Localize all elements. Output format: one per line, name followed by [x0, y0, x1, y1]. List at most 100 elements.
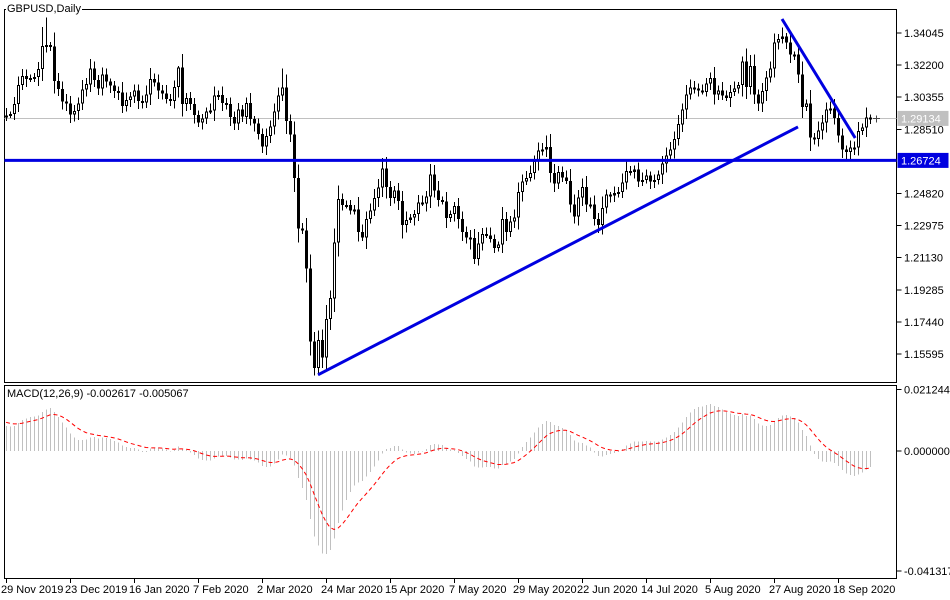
date-axis-label: 7 May 2020	[449, 584, 506, 596]
price-axis-label: 1.21130	[904, 253, 943, 265]
candle-body	[837, 118, 840, 136]
macd-indicator-label: MACD(12,26,9) -0.002617 -0.005067	[6, 388, 190, 401]
date-axis-label: 29 Nov 2019	[1, 584, 63, 596]
candle-body	[9, 114, 12, 117]
candle-body-fill	[606, 195, 607, 207]
candle-body	[437, 190, 440, 200]
macd-axis-label: -0.041317	[904, 566, 950, 578]
candle-body-fill	[238, 110, 239, 123]
candle-body	[589, 204, 592, 207]
candle-body	[445, 201, 448, 219]
candle-body-fill	[742, 62, 743, 85]
candle-body-fill	[270, 127, 271, 135]
candle-body-fill	[130, 97, 131, 99]
candle-body-fill	[762, 92, 763, 103]
price-axis-label: 1.17440	[904, 317, 944, 329]
macd-pane[interactable]	[4, 385, 897, 579]
candle-body	[357, 209, 360, 233]
candle-body-fill	[186, 99, 187, 103]
candle-body-fill	[682, 110, 683, 124]
candle-body	[69, 103, 72, 115]
candle-body-fill	[862, 128, 863, 131]
candle-body	[493, 239, 496, 248]
candle-body	[169, 98, 172, 101]
candle-body-fill	[602, 208, 603, 225]
candle-body	[597, 219, 600, 226]
candle-body	[349, 205, 352, 211]
macd-axis-label: 0.021244	[904, 384, 950, 396]
falling-trendline[interactable]	[780, 18, 857, 139]
candle-body-fill	[710, 79, 711, 83]
candle-body	[33, 76, 36, 79]
candle-body	[197, 115, 200, 123]
candle-body	[389, 186, 392, 199]
candle-body-fill	[14, 105, 15, 114]
candle-body	[489, 235, 492, 240]
candle-body	[297, 178, 300, 229]
candle-body-fill	[866, 118, 867, 127]
candle-body	[833, 108, 836, 119]
candle-body	[385, 168, 388, 187]
candle-body-fill	[578, 198, 579, 216]
candle-body	[473, 238, 476, 260]
candle-body-fill	[526, 179, 527, 181]
candle-body	[285, 87, 288, 121]
date-axis-label: 5 Aug 2020	[705, 584, 761, 596]
candle-body	[469, 237, 472, 240]
candle-body	[565, 177, 568, 181]
candle-body-fill	[266, 137, 267, 146]
candle-body-fill	[522, 182, 523, 192]
candle-body	[593, 204, 596, 220]
candle-body-fill	[686, 95, 687, 109]
candle-body	[253, 119, 256, 124]
candle-body	[153, 79, 156, 83]
candle-body-fill	[534, 161, 535, 172]
candle-body	[261, 134, 264, 147]
price-axis-label: 1.28510	[904, 124, 944, 136]
candle-body-fill	[426, 197, 427, 203]
candle-body	[353, 209, 356, 212]
candle-body	[629, 171, 632, 174]
candle-body	[793, 54, 796, 57]
candle-body	[193, 103, 196, 116]
candle-body-fill	[502, 220, 503, 244]
candle-body-fill	[766, 78, 767, 91]
candle-body	[25, 75, 28, 79]
macd-signal-line	[5, 410, 871, 531]
date-axis-label: 16 Jan 2020	[129, 584, 190, 596]
candle-body-fill	[282, 88, 283, 95]
candle-body	[189, 98, 192, 104]
candle-body	[157, 82, 160, 91]
candle-body	[113, 85, 116, 92]
candle-body	[257, 123, 260, 135]
candle-body	[721, 90, 724, 96]
price-axis-label: 1.32200	[904, 60, 944, 72]
candle-body	[345, 205, 348, 208]
candle-body	[225, 102, 228, 105]
price-pane[interactable]	[4, 9, 897, 383]
candle-body-fill	[646, 176, 647, 179]
date-axis-label: 7 Feb 2020	[193, 584, 249, 596]
candle-body	[137, 90, 140, 102]
candle-body	[93, 68, 96, 80]
candle-body-fill	[530, 174, 531, 178]
candle-body-fill	[826, 110, 827, 122]
rising-trendline[interactable]	[317, 125, 799, 377]
candle-body	[573, 204, 576, 217]
candle-body-fill	[338, 200, 339, 242]
date-axis-label: 29 May 2020	[513, 584, 577, 596]
candle-body	[401, 200, 404, 226]
candle-body-fill	[274, 112, 275, 126]
candle-body	[301, 228, 304, 231]
candle-body-fill	[78, 104, 79, 111]
candle-body	[753, 66, 756, 95]
candle-body	[801, 74, 804, 107]
candle-body-fill	[126, 100, 127, 105]
candle-body-fill	[430, 175, 431, 196]
candle-body	[693, 87, 696, 90]
candle-body	[165, 93, 168, 99]
candle-body	[57, 81, 60, 90]
candle-body	[829, 108, 832, 111]
candle-body-fill	[558, 173, 559, 183]
